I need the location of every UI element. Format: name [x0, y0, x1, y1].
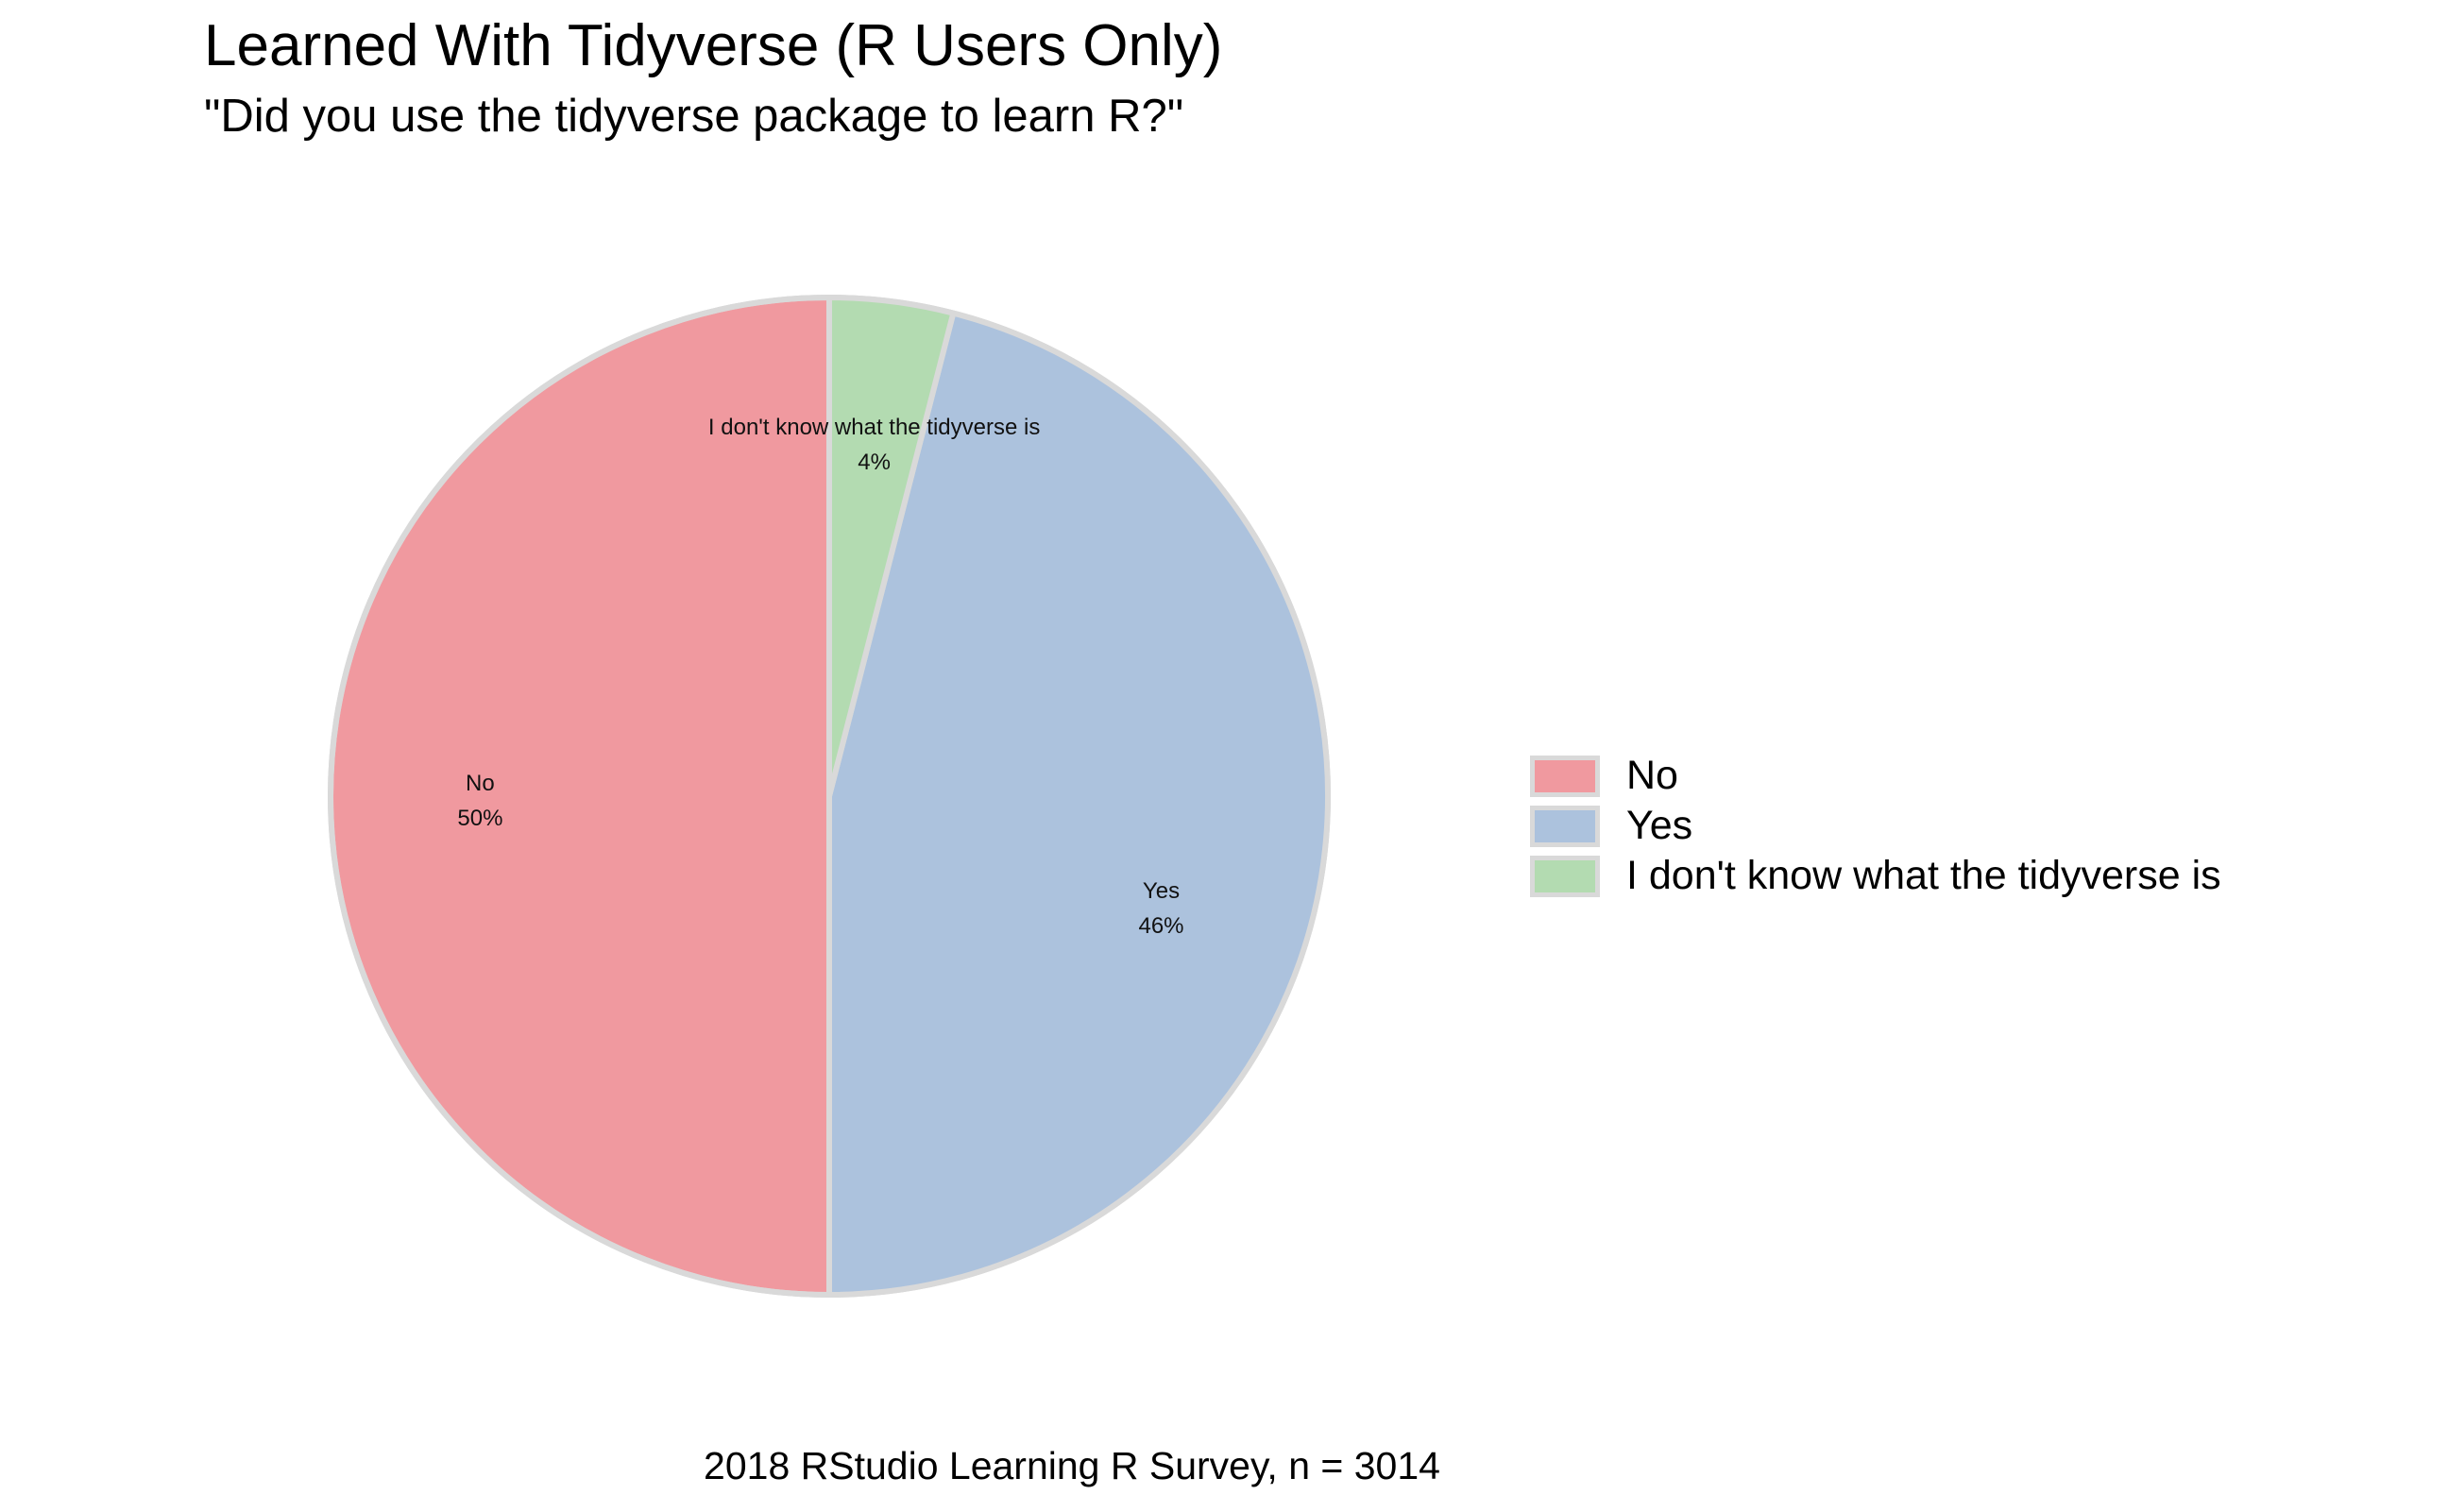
slice-label-no: No — [466, 771, 495, 796]
chart-subtitle: "Did you use the tidyverse package to le… — [204, 91, 1184, 142]
legend: No Yes I don't know what the tidyverse i… — [1530, 751, 2221, 901]
legend-label-yes: Yes — [1626, 803, 1693, 848]
legend-item-no: No — [1530, 751, 2221, 801]
legend-label-dont-know: I don't know what the tidyverse is — [1626, 853, 2221, 898]
pie-slice-yes — [826, 310, 1331, 1298]
pie-slice-i-don-t-know-what-the-tidyverse-is — [826, 295, 957, 799]
legend-swatch-yes — [1530, 805, 1600, 847]
slice-label-yes: Yes — [1143, 878, 1180, 904]
legend-item-dont-know: I don't know what the tidyverse is — [1530, 851, 2221, 901]
legend-swatch-no — [1530, 755, 1600, 797]
chart-title: Learned With Tidyverse (R Users Only) — [204, 13, 1223, 78]
chart-caption: 2018 RStudio Learning R Survey, n = 3014 — [704, 1444, 1440, 1487]
slice-value-label-i-don-t-know-what-the-tidyverse-is: 4% — [858, 450, 891, 475]
slice-value-label-yes: 46% — [1138, 913, 1183, 939]
slice-label-i-don-t-know-what-the-tidyverse-is: I don't know what the tidyverse is — [708, 415, 1040, 440]
pie-slice-no — [328, 295, 832, 1298]
slice-value-label-no: 50% — [457, 806, 502, 831]
legend-swatch-dont-know — [1530, 855, 1600, 897]
legend-label-no: No — [1626, 753, 1678, 798]
legend-item-yes: Yes — [1530, 801, 2221, 851]
